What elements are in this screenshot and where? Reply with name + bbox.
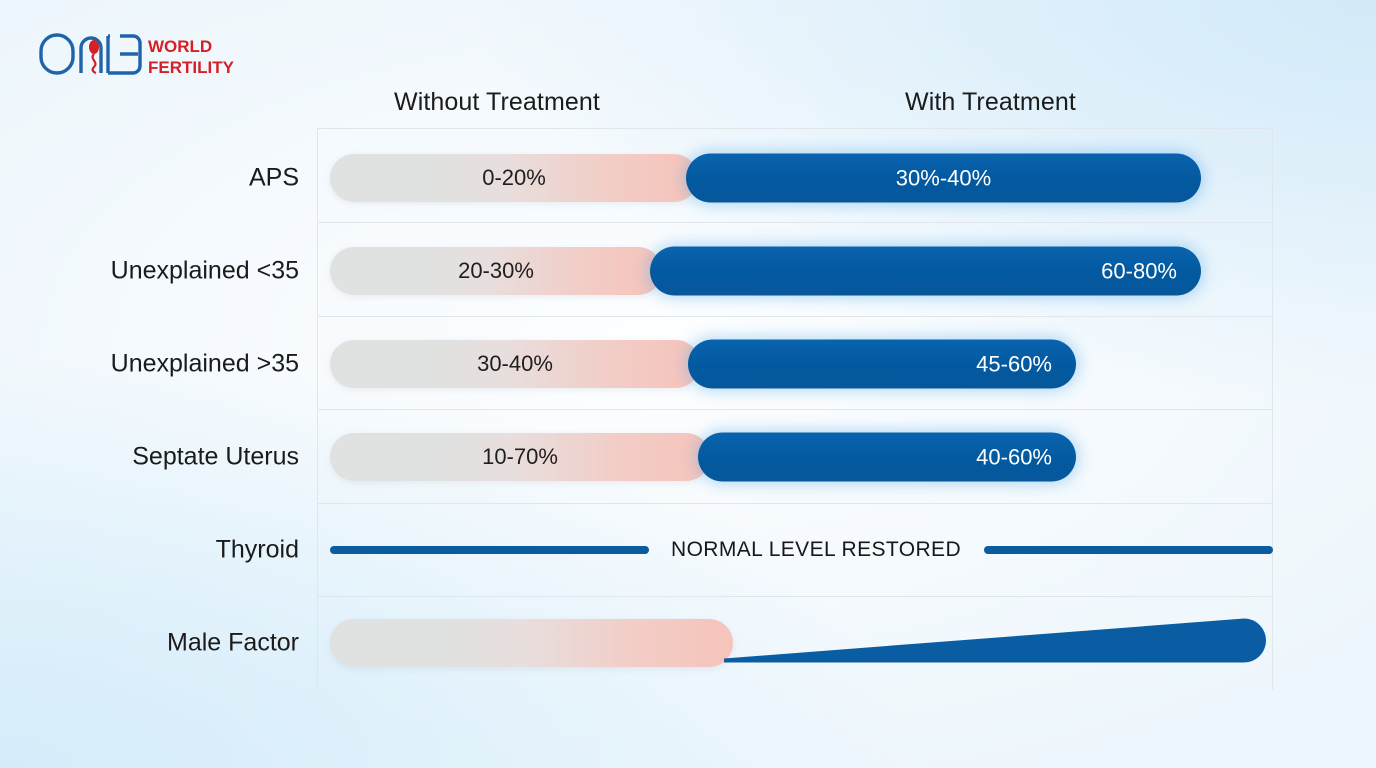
wedge-shape — [724, 618, 1266, 663]
row-label-aps: APS — [248, 163, 299, 192]
row-bars: 30-40% 45-60% — [0, 318, 1376, 410]
bar-value-treated: 45-60% — [976, 351, 1052, 376]
logo-word-fertility: FERTILITY — [148, 58, 235, 77]
table-row: Thyroid NORMAL LEVEL RESTORED — [0, 504, 1376, 596]
table-row: APS 0-20% 30%-40% — [0, 132, 1376, 224]
bar-untreated-septate-uterus: 10-70% — [330, 433, 710, 481]
bar-treated-septate-uterus: 40-60% — [698, 432, 1076, 482]
row-label-unexplained-under-35: Unexplained <35 — [110, 256, 299, 285]
bar-value-untreated: 20-30% — [458, 258, 534, 283]
row-bars — [0, 597, 1376, 689]
row-divider — [317, 503, 1273, 504]
row-bars: 10-70% 40-60% — [0, 411, 1376, 503]
thyroid-line-left — [330, 546, 649, 554]
column-header-without-treatment: Without Treatment — [394, 88, 600, 116]
row-label-thyroid: Thyroid — [215, 535, 299, 564]
row-divider — [317, 316, 1273, 317]
row-label-male-factor: Male Factor — [167, 628, 299, 657]
column-header-with-treatment: With Treatment — [905, 88, 1076, 116]
bar-untreated-unexplained-under-35: 20-30% — [330, 247, 662, 295]
table-row: Septate Uterus 10-70% 40-60% — [0, 411, 1376, 503]
bar-value-untreated: 0-20% — [482, 165, 546, 190]
logo-mark: WORLD FERTILITY — [39, 33, 235, 77]
thyroid-note: NORMAL LEVEL RESTORED — [671, 538, 962, 561]
row-bars: NORMAL LEVEL RESTORED — [0, 504, 1376, 596]
row-label-unexplained-over-35: Unexplained >35 — [110, 349, 299, 378]
thyroid-line-right — [984, 546, 1273, 554]
table-row: Unexplained <35 20-30% 60-80% — [0, 225, 1376, 317]
row-bars: 0-20% 30%-40% — [0, 132, 1376, 224]
row-divider — [317, 222, 1273, 223]
wedge-treated-male-factor — [724, 615, 1273, 672]
row-divider — [317, 409, 1273, 410]
bar-value-treated: 40-60% — [976, 444, 1052, 469]
bar-value-untreated: 10-70% — [482, 444, 558, 469]
bar-treated-unexplained-over-35: 45-60% — [688, 339, 1076, 389]
bar-value-treated: 60-80% — [1101, 258, 1177, 283]
bar-value-treated: 30%-40% — [895, 165, 992, 190]
bar-untreated-unexplained-over-35: 30-40% — [330, 340, 700, 388]
bar-value-untreated: 30-40% — [477, 351, 553, 376]
row-bars: 20-30% 60-80% — [0, 225, 1376, 317]
bar-untreated-aps: 0-20% — [330, 154, 698, 202]
table-row: Unexplained >35 30-40% 45-60% — [0, 318, 1376, 410]
one-world-fertility-logo: WORLD FERTILITY — [38, 30, 268, 82]
table-row: Male Factor — [0, 597, 1376, 689]
bar-untreated-male-factor — [330, 619, 733, 667]
bar-treated-aps: 30%-40% — [686, 153, 1201, 203]
row-divider — [317, 596, 1273, 597]
logo-word-world: WORLD — [148, 37, 212, 56]
bar-treated-unexplained-under-35: 60-80% — [650, 246, 1201, 296]
row-label-septate-uterus: Septate Uterus — [132, 442, 299, 471]
